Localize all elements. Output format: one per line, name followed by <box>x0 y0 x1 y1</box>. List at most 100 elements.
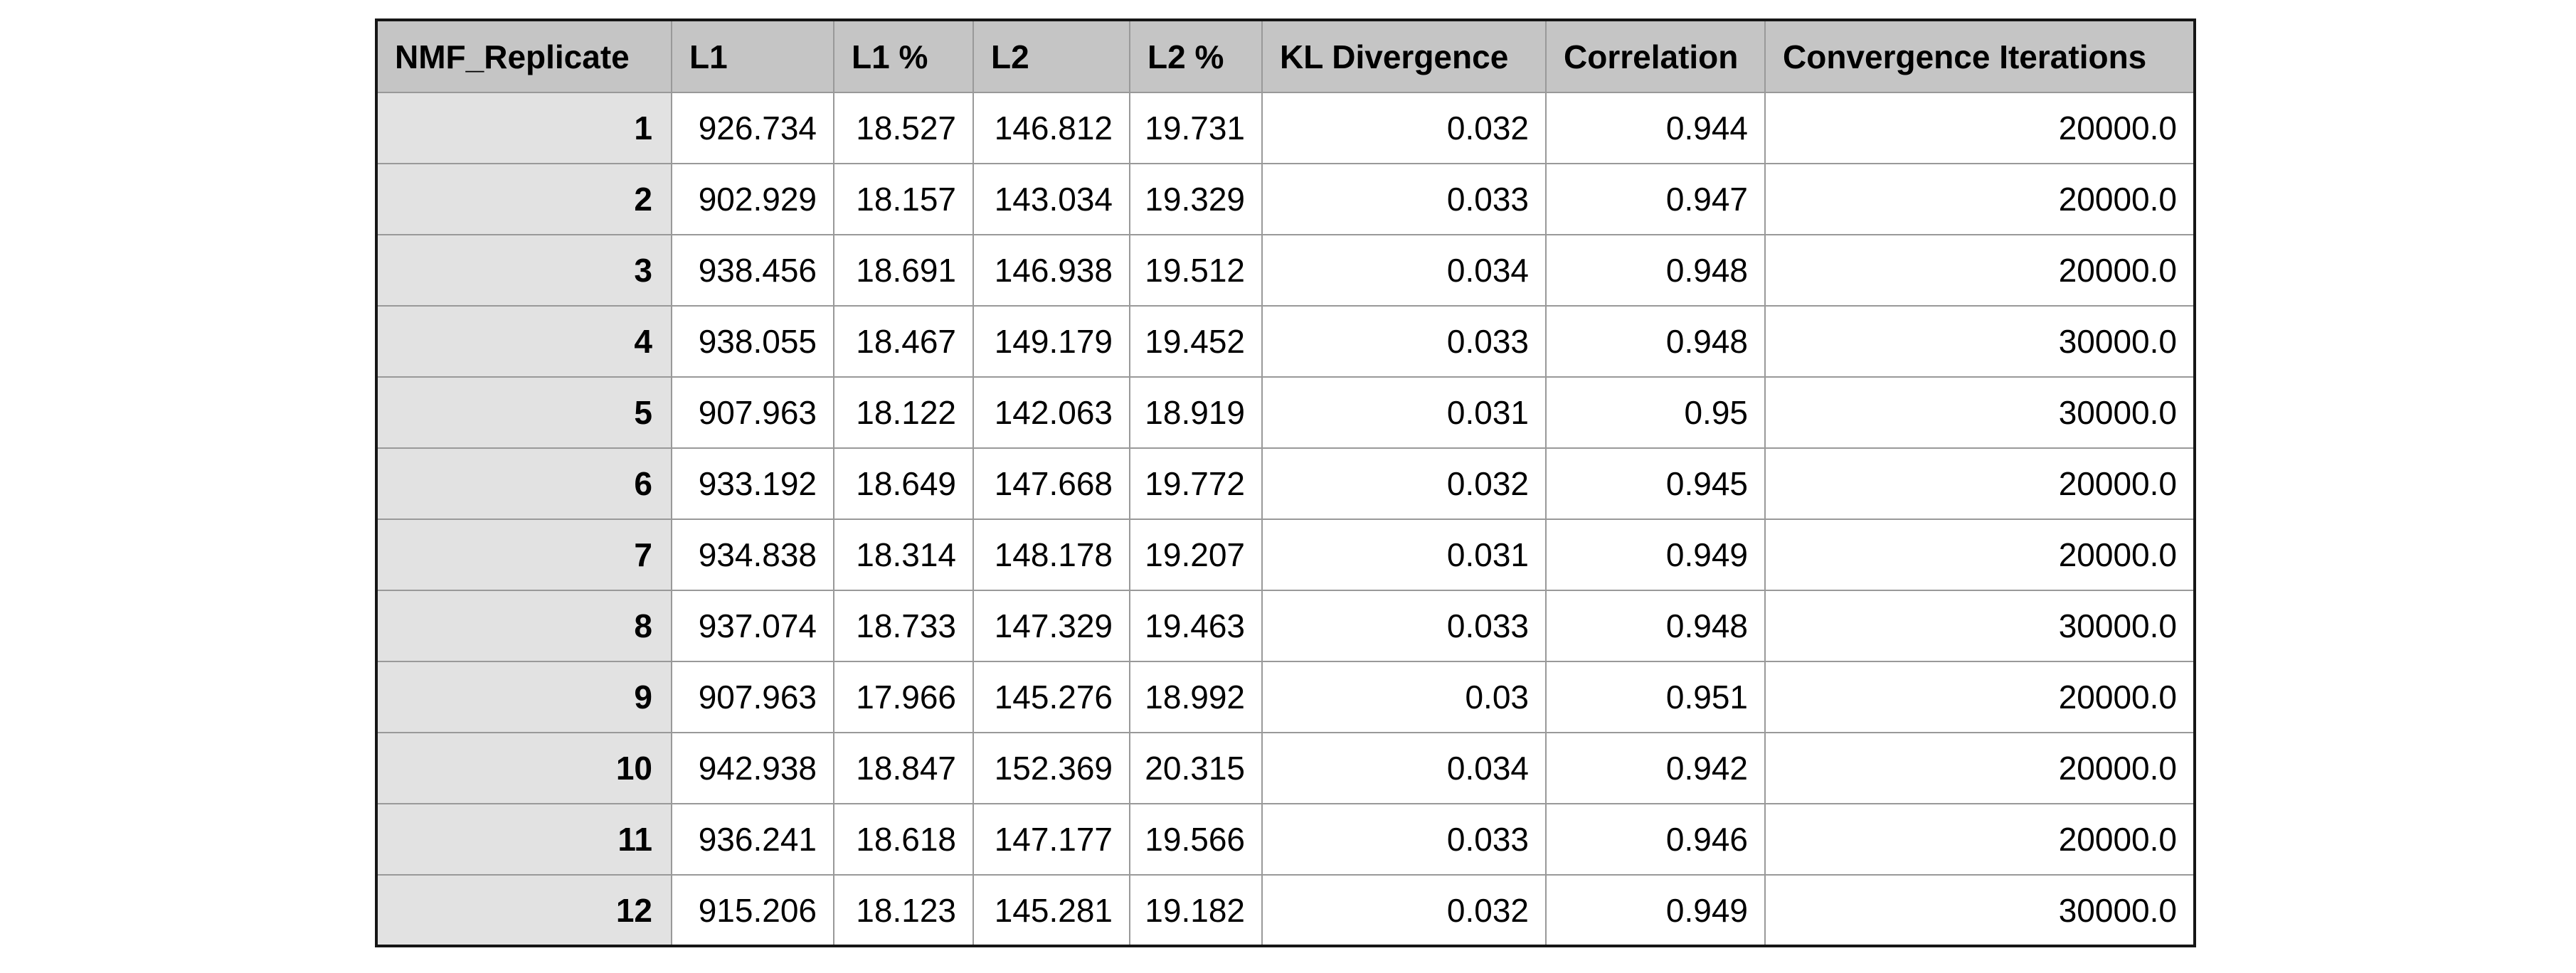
l2-value-cell: 147.329 <box>972 590 1130 662</box>
l1-value-cell: 938.456 <box>671 234 834 307</box>
column-header-l1-pct: L1 % <box>833 19 974 93</box>
table-row: 12 915.206 18.123 145.281 19.182 0.032 0… <box>376 874 2195 947</box>
column-header-nmf-replicate: NMF_Replicate <box>376 19 672 93</box>
table-row: 9 907.963 17.966 145.276 18.992 0.03 0.9… <box>376 661 2195 733</box>
convergence-iterations-value-cell: 20000.0 <box>1764 163 2195 235</box>
l2-pct-value-cell: 19.512 <box>1129 234 1263 307</box>
kl-divergence-value-cell: 0.034 <box>1261 732 1547 804</box>
table-row: 8 937.074 18.733 147.329 19.463 0.033 0.… <box>376 590 2195 662</box>
l1-value-cell: 936.241 <box>671 803 834 876</box>
l2-pct-value-cell: 19.731 <box>1129 92 1263 164</box>
correlation-value-cell: 0.948 <box>1545 305 1766 378</box>
kl-divergence-value-cell: 0.031 <box>1261 376 1547 449</box>
l1-pct-value-cell: 18.691 <box>833 234 974 307</box>
correlation-value-cell: 0.942 <box>1545 732 1766 804</box>
table-row: 11 936.241 18.618 147.177 19.566 0.033 0… <box>376 803 2195 876</box>
replicate-index-cell: 1 <box>376 92 672 164</box>
correlation-value-cell: 0.947 <box>1545 163 1766 235</box>
table-row: 4 938.055 18.467 149.179 19.452 0.033 0.… <box>376 305 2195 378</box>
column-header-l1: L1 <box>671 19 834 93</box>
l1-value-cell: 907.963 <box>671 661 834 733</box>
l1-pct-value-cell: 18.527 <box>833 92 974 164</box>
convergence-iterations-value-cell: 30000.0 <box>1764 376 2195 449</box>
kl-divergence-value-cell: 0.034 <box>1261 234 1547 307</box>
l2-value-cell: 148.178 <box>972 519 1130 591</box>
convergence-iterations-value-cell: 20000.0 <box>1764 803 2195 876</box>
correlation-value-cell: 0.949 <box>1545 874 1766 947</box>
l1-pct-value-cell: 18.122 <box>833 376 974 449</box>
l1-pct-value-cell: 18.733 <box>833 590 974 662</box>
l2-value-cell: 145.276 <box>972 661 1130 733</box>
l2-pct-value-cell: 19.182 <box>1129 874 1263 947</box>
correlation-value-cell: 0.948 <box>1545 590 1766 662</box>
replicate-index-cell: 3 <box>376 234 672 307</box>
l1-pct-value-cell: 18.649 <box>833 447 974 520</box>
l2-value-cell: 147.177 <box>972 803 1130 876</box>
replicate-index-cell: 8 <box>376 590 672 662</box>
table-row: 2 902.929 18.157 143.034 19.329 0.033 0.… <box>376 163 2195 235</box>
l2-pct-value-cell: 19.329 <box>1129 163 1263 235</box>
replicate-index-cell: 10 <box>376 732 672 804</box>
l1-value-cell: 926.734 <box>671 92 834 164</box>
replicate-index-cell: 4 <box>376 305 672 378</box>
kl-divergence-value-cell: 0.032 <box>1261 447 1547 520</box>
l1-value-cell: 938.055 <box>671 305 834 378</box>
kl-divergence-value-cell: 0.03 <box>1261 661 1547 733</box>
table-header: NMF_Replicate L1 L1 % L2 L2 % KL Diverge… <box>376 19 2195 93</box>
table-body: 1 926.734 18.527 146.812 19.731 0.032 0.… <box>376 92 2195 947</box>
convergence-iterations-value-cell: 20000.0 <box>1764 519 2195 591</box>
l2-pct-value-cell: 18.919 <box>1129 376 1263 449</box>
l1-pct-value-cell: 18.618 <box>833 803 974 876</box>
convergence-iterations-value-cell: 30000.0 <box>1764 874 2195 947</box>
l2-value-cell: 142.063 <box>972 376 1130 449</box>
convergence-iterations-value-cell: 20000.0 <box>1764 661 2195 733</box>
convergence-iterations-value-cell: 30000.0 <box>1764 305 2195 378</box>
l2-pct-value-cell: 18.992 <box>1129 661 1263 733</box>
l1-pct-value-cell: 18.847 <box>833 732 974 804</box>
l2-pct-value-cell: 20.315 <box>1129 732 1263 804</box>
table-row: 5 907.963 18.122 142.063 18.919 0.031 0.… <box>376 376 2195 449</box>
convergence-iterations-value-cell: 20000.0 <box>1764 732 2195 804</box>
replicate-index-cell: 5 <box>376 376 672 449</box>
correlation-value-cell: 0.946 <box>1545 803 1766 876</box>
l1-value-cell: 933.192 <box>671 447 834 520</box>
l2-pct-value-cell: 19.772 <box>1129 447 1263 520</box>
l2-value-cell: 143.034 <box>972 163 1130 235</box>
correlation-value-cell: 0.948 <box>1545 234 1766 307</box>
l1-value-cell: 937.074 <box>671 590 834 662</box>
replicate-index-cell: 2 <box>376 163 672 235</box>
table-row: 3 938.456 18.691 146.938 19.512 0.034 0.… <box>376 234 2195 307</box>
l1-pct-value-cell: 18.467 <box>833 305 974 378</box>
table-row: 1 926.734 18.527 146.812 19.731 0.032 0.… <box>376 92 2195 164</box>
kl-divergence-value-cell: 0.033 <box>1261 590 1547 662</box>
column-header-convergence-iterations: Convergence Iterations <box>1764 19 2195 93</box>
l2-value-cell: 145.281 <box>972 874 1130 947</box>
kl-divergence-value-cell: 0.032 <box>1261 874 1547 947</box>
replicate-index-cell: 9 <box>376 661 672 733</box>
correlation-value-cell: 0.949 <box>1545 519 1766 591</box>
l1-value-cell: 902.929 <box>671 163 834 235</box>
l1-value-cell: 915.206 <box>671 874 834 947</box>
l2-value-cell: 146.938 <box>972 234 1130 307</box>
column-header-kl-divergence: KL Divergence <box>1261 19 1547 93</box>
convergence-iterations-value-cell: 30000.0 <box>1764 590 2195 662</box>
l2-value-cell: 147.668 <box>972 447 1130 520</box>
convergence-iterations-value-cell: 20000.0 <box>1764 234 2195 307</box>
l2-value-cell: 149.179 <box>972 305 1130 378</box>
convergence-iterations-value-cell: 20000.0 <box>1764 447 2195 520</box>
l2-pct-value-cell: 19.463 <box>1129 590 1263 662</box>
l2-pct-value-cell: 19.566 <box>1129 803 1263 876</box>
correlation-value-cell: 0.945 <box>1545 447 1766 520</box>
kl-divergence-value-cell: 0.033 <box>1261 803 1547 876</box>
l1-value-cell: 942.938 <box>671 732 834 804</box>
convergence-iterations-value-cell: 20000.0 <box>1764 92 2195 164</box>
replicate-index-cell: 12 <box>376 874 672 947</box>
table-row: 6 933.192 18.649 147.668 19.772 0.032 0.… <box>376 447 2195 520</box>
l2-pct-value-cell: 19.452 <box>1129 305 1263 378</box>
correlation-value-cell: 0.95 <box>1545 376 1766 449</box>
l1-pct-value-cell: 18.157 <box>833 163 974 235</box>
l1-pct-value-cell: 17.966 <box>833 661 974 733</box>
l1-pct-value-cell: 18.123 <box>833 874 974 947</box>
l2-value-cell: 146.812 <box>972 92 1130 164</box>
